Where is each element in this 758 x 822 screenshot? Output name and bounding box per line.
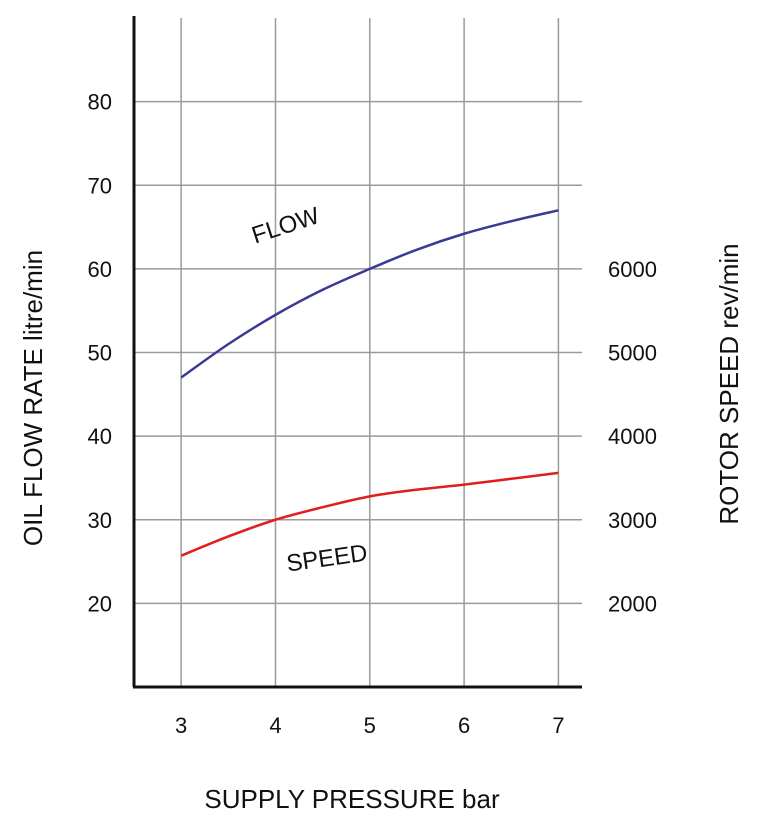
y-tick-label-right: 5000	[608, 341, 657, 366]
y-tick-label-right: 2000	[608, 591, 657, 616]
tick-labels: 3 4 5 6 7 20 30 40 50 60 70 80 2000 3000 4000 5000 6000	[88, 90, 657, 738]
y-tick-label-left: 70	[88, 173, 112, 198]
y-tick-label-left: 20	[88, 591, 112, 616]
x-tick-label: 6	[458, 713, 470, 738]
series-label-speed: SPEED	[285, 540, 369, 578]
series-lines	[180, 209, 559, 557]
x-tick-label: 4	[269, 713, 281, 738]
y-tick-label-left: 50	[88, 341, 112, 366]
series-line-flow	[180, 209, 559, 379]
y-tick-label-left: 60	[88, 257, 112, 282]
x-axis-title: SUPPLY PRESSURE bar	[204, 784, 500, 814]
series-label-flow: FLOW	[249, 202, 324, 249]
y-axis-title-left: OIL FLOW RATE litre/min	[18, 250, 48, 546]
x-tick-label: 3	[175, 713, 187, 738]
x-tick-label: 5	[364, 713, 376, 738]
grid-lines	[134, 18, 582, 687]
y-tick-label-right: 4000	[608, 424, 657, 449]
y-tick-label-right: 3000	[608, 508, 657, 533]
series-line-speed	[180, 471, 559, 557]
y-tick-label-left: 30	[88, 508, 112, 533]
x-tick-label: 7	[552, 713, 564, 738]
y-tick-label-left: 40	[88, 424, 112, 449]
y-tick-label-right: 6000	[608, 257, 657, 282]
y-tick-label-left: 80	[88, 90, 112, 115]
y-axis-title-right: ROTOR SPEED rev/min	[714, 243, 744, 524]
